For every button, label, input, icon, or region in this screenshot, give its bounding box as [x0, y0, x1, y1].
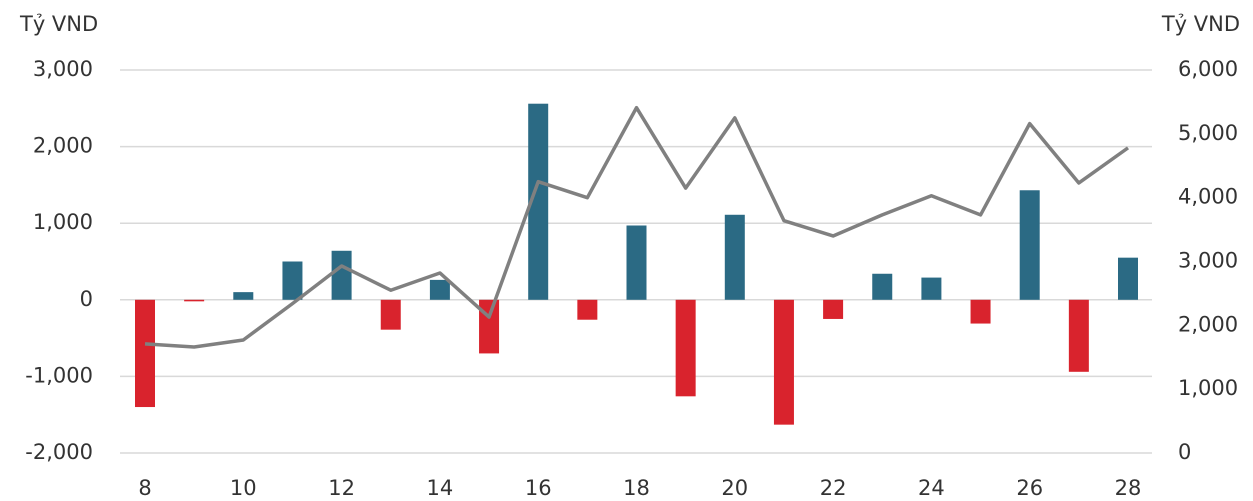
bar: [970, 299, 991, 324]
x-tick-label: 14: [427, 476, 454, 500]
bar: [135, 299, 155, 408]
y2-tick-label: 5,000: [1178, 121, 1238, 145]
bar: [380, 299, 401, 330]
bar: [184, 299, 205, 302]
y2-axis-label: Tỷ VND: [1161, 12, 1240, 36]
y-tick-label: -2,000: [25, 440, 93, 464]
bar: [429, 279, 450, 300]
y-tick-label: 1,000: [33, 210, 93, 234]
bar: [823, 299, 844, 319]
x-tick-label: 26: [1016, 476, 1043, 500]
y2-tick-label: 3,000: [1178, 249, 1238, 273]
x-tick-label: 16: [525, 476, 552, 500]
bar: [528, 103, 549, 300]
x-tick-label: 18: [623, 476, 650, 500]
x-tick-label: 20: [721, 476, 748, 500]
y2-tick-label: 4,000: [1178, 185, 1238, 209]
y-tick-label: 0: [80, 287, 93, 311]
bar: [872, 273, 893, 300]
y-axis-label: Tỷ VND: [19, 12, 98, 36]
x-tick-label: 8: [138, 476, 151, 500]
bar: [921, 277, 942, 300]
y2-tick-label: 6,000: [1178, 57, 1238, 81]
bar: [331, 250, 352, 300]
bar: [1019, 190, 1040, 300]
line: [144, 105, 1130, 349]
y2-tick-label: 1,000: [1178, 376, 1238, 400]
bar: [773, 299, 794, 425]
bar: [1068, 299, 1089, 372]
y-tick-label: 2,000: [33, 134, 93, 158]
bar: [233, 292, 254, 300]
y2-tick-label: 0: [1178, 440, 1191, 464]
x-tick-label: 12: [328, 476, 355, 500]
bar: [479, 299, 500, 354]
y-tick-label: 3,000: [33, 57, 93, 81]
bar: [675, 299, 696, 397]
y2-tick-label: 2,000: [1178, 312, 1238, 336]
x-tick-label: 22: [820, 476, 847, 500]
bar: [1118, 257, 1138, 300]
bar: [724, 214, 745, 300]
x-tick-label: 24: [918, 476, 945, 500]
x-tick-label: 10: [230, 476, 257, 500]
bar: [282, 261, 303, 300]
y-tick-label: -1,000: [25, 363, 93, 387]
bar: [626, 225, 647, 300]
bar: [577, 299, 598, 320]
x-tick-label: 28: [1115, 476, 1142, 500]
